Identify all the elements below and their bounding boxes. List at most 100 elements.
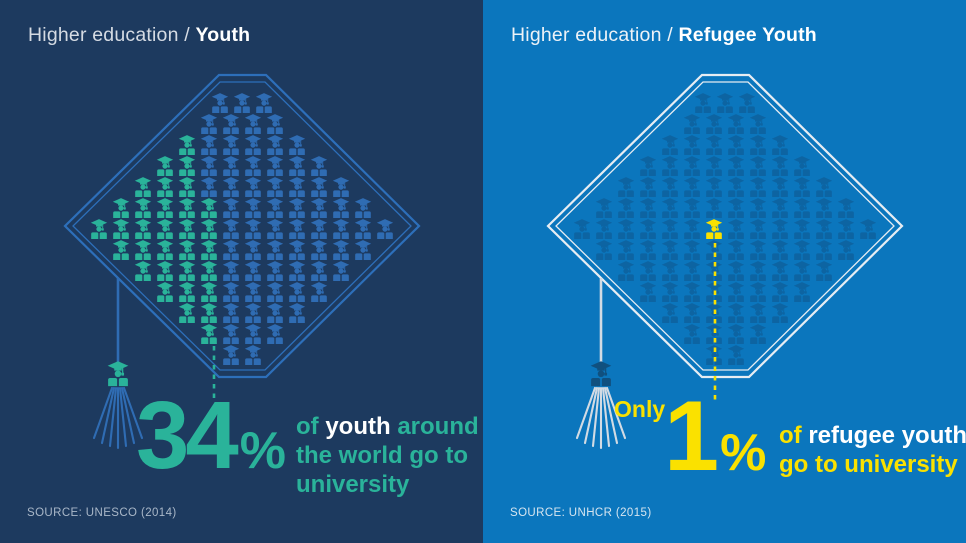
- stat-description-segment: of: [296, 413, 326, 440]
- graduate-icon: [738, 93, 756, 113]
- graduate-icon: [683, 177, 701, 197]
- graduate-icon: [771, 303, 789, 323]
- tassel-strand: [591, 386, 601, 448]
- graduate-icon: [639, 261, 657, 281]
- graduate-icon: [793, 156, 811, 176]
- page-title: Higher education / Refugee Youth: [511, 24, 817, 47]
- graduate-icon: [354, 219, 372, 239]
- graduate-icon: [716, 93, 734, 113]
- graduate-icon: [815, 177, 833, 197]
- graduate-icon: [771, 156, 789, 176]
- graduate-icon: [573, 219, 591, 239]
- graduate-icon-highlighted: [156, 282, 174, 302]
- graduate-icon-highlighted: [200, 240, 218, 260]
- source-note: SOURCE: UNHCR (2015): [510, 507, 652, 519]
- graduate-icon: [683, 219, 701, 239]
- graduate-icon: [837, 240, 855, 260]
- stat-description-segment: go to university: [779, 451, 958, 478]
- graduate-icon: [617, 240, 635, 260]
- graduate-icon-highlighted: [178, 135, 196, 155]
- graduate-icon-highlighted: [705, 219, 723, 239]
- graduate-icon: [815, 219, 833, 239]
- graduate-icon: [376, 219, 394, 239]
- graduate-icon: [661, 177, 679, 197]
- stat-description-line: the world go to: [296, 441, 479, 470]
- graduate-icon: [793, 282, 811, 302]
- graduate-icon: [288, 177, 306, 197]
- graduate-icon-highlighted: [112, 198, 130, 218]
- graduate-icon: [266, 135, 284, 155]
- graduate-icon: [288, 303, 306, 323]
- graduate-icon: [727, 198, 745, 218]
- graduate-icon-highlighted: [178, 303, 196, 323]
- graduate-icon-highlighted: [112, 240, 130, 260]
- graduate-icon: [815, 240, 833, 260]
- graduate-icon: [354, 240, 372, 260]
- graduate-icon: [222, 219, 240, 239]
- graduate-icon: [310, 156, 328, 176]
- graduate-icon: [727, 135, 745, 155]
- graduate-icon: [617, 198, 635, 218]
- graduate-icon: [617, 219, 635, 239]
- graduate-icon: [255, 93, 273, 113]
- tassel-strand: [122, 386, 144, 440]
- graduate-icon: [266, 198, 284, 218]
- graduate-icon: [749, 156, 767, 176]
- graduate-icon-highlighted: [178, 156, 196, 176]
- graduate-icon: [815, 198, 833, 218]
- graduate-icon: [266, 177, 284, 197]
- graduate-icon: [683, 324, 701, 344]
- graduate-icon: [200, 135, 218, 155]
- graduate-icon: [749, 135, 767, 155]
- graduate-icon: [661, 303, 679, 323]
- graduate-icon: [705, 198, 723, 218]
- graduate-icon-highlighted: [178, 261, 196, 281]
- stat-description-segment: of: [779, 422, 809, 449]
- graduate-icon: [749, 240, 767, 260]
- graduate-icon: [222, 282, 240, 302]
- graduates-grid: [573, 93, 877, 365]
- graduate-icon-highlighted: [134, 219, 152, 239]
- graduate-icon: [661, 156, 679, 176]
- percent-sign: %: [239, 422, 286, 480]
- graduate-icon: [727, 345, 745, 365]
- graduate-icon: [683, 303, 701, 323]
- graduate-icon-highlighted: [156, 177, 174, 197]
- graduate-icon-highlighted: [134, 240, 152, 260]
- graduate-icon: [639, 198, 657, 218]
- graduate-icon: [617, 261, 635, 281]
- graduate-icon: [683, 261, 701, 281]
- stat-description-segment: youth: [325, 413, 391, 440]
- graduate-icon-highlighted: [90, 219, 108, 239]
- graduate-icon: [749, 282, 767, 302]
- youth-pictograph: [63, 73, 421, 450]
- graduate-icon: [288, 156, 306, 176]
- graduate-icon: [244, 324, 262, 344]
- graduate-icon-highlighted: [178, 240, 196, 260]
- graduate-icon: [266, 219, 284, 239]
- graduate-icon: [749, 219, 767, 239]
- graduate-icon: [266, 156, 284, 176]
- graduate-icon-highlighted: [156, 240, 174, 260]
- graduate-icon: [222, 177, 240, 197]
- graduate-icon: [749, 261, 767, 281]
- tassel-strands: [575, 386, 627, 450]
- mortarboard-outline: [546, 73, 904, 379]
- mortarboard-outline: [63, 73, 421, 379]
- graduate-icon: [793, 177, 811, 197]
- stat-number: 34: [136, 382, 239, 489]
- graduate-icon: [661, 240, 679, 260]
- graduate-icon: [266, 282, 284, 302]
- tassel-graduate-icon: [107, 361, 129, 387]
- graduate-icon: [595, 198, 613, 218]
- graduate-icon: [332, 198, 350, 218]
- graduate-icon: [288, 198, 306, 218]
- graduate-icon: [815, 261, 833, 281]
- tassel-strand: [575, 386, 597, 440]
- graduate-icon: [222, 198, 240, 218]
- title-category: Refugee Youth: [678, 24, 817, 46]
- graduate-icon: [244, 198, 262, 218]
- graduate-icon: [661, 198, 679, 218]
- graduate-icon: [639, 219, 657, 239]
- graduate-icon-highlighted: [178, 219, 196, 239]
